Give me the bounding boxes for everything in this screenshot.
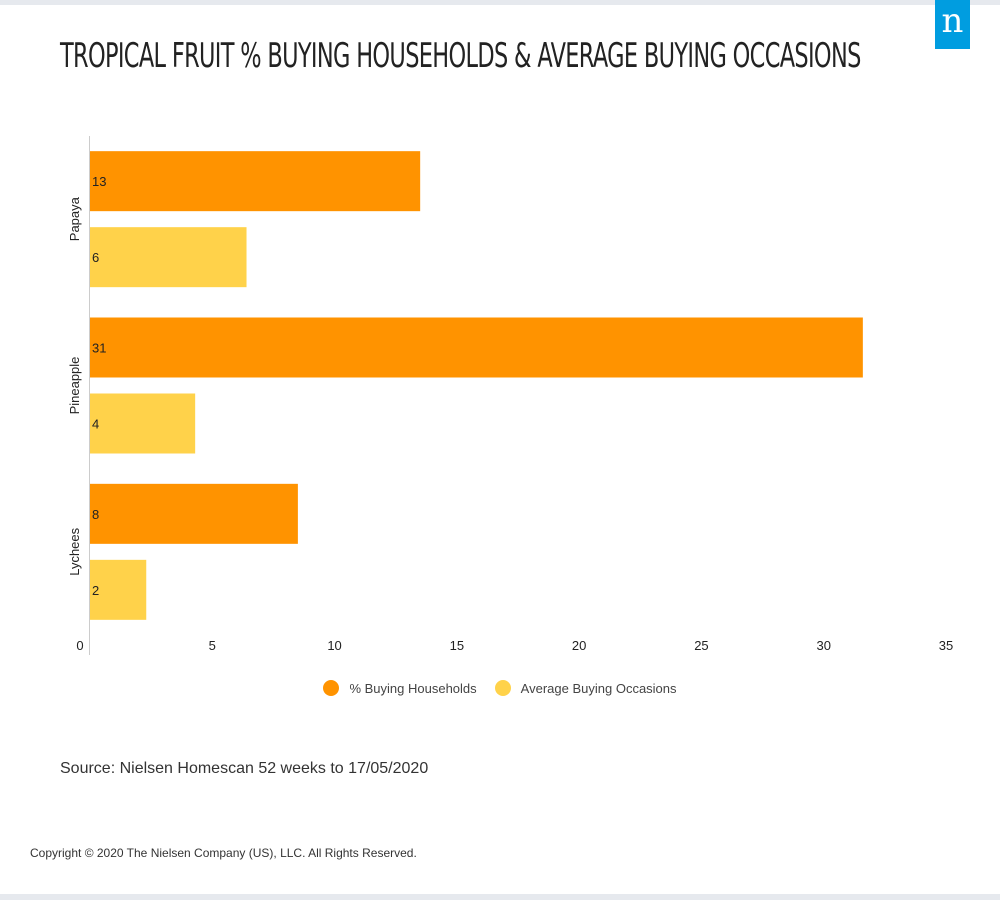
category-label-pineapple: Pineapple — [67, 357, 82, 415]
bar-lychees-occasions — [90, 559, 147, 620]
bar-pineapple-households — [90, 317, 863, 378]
bar-lychees-households — [90, 483, 298, 544]
legend-label-occasions: Average Buying Occasions — [520, 680, 677, 696]
category-label-lychees: Lychees — [67, 527, 82, 575]
legend-swatch-households — [323, 680, 340, 696]
data-label-papaya-occasions: 6 — [92, 250, 99, 265]
bar-chart: 13 6 Papaya 31 4 Pineapple 8 2 Lychees 0 5 10 15 20 25… — [67, 136, 953, 655]
data-label-papaya-households: 13 — [92, 174, 106, 189]
legend-label-households: % Buying Households — [349, 680, 477, 696]
category-label-papaya: Papaya — [67, 196, 82, 241]
page-title: TROPICAL FRUIT % BUYING HOUSEHOLDS & AVE… — [60, 36, 861, 76]
legend-item-occasions[interactable]: Average Buying Occasions — [494, 680, 677, 696]
nielsen-logo: n — [935, 0, 970, 49]
x-tick-label-35: 35 — [939, 638, 953, 653]
data-label-pineapple-households: 31 — [92, 341, 106, 356]
top-band — [0, 0, 1000, 5]
legend-swatch-occasions — [494, 680, 511, 696]
data-label-pineapple-occasions: 4 — [92, 417, 99, 432]
x-tick-label-20: 20 — [572, 638, 586, 653]
bar-papaya-occasions — [90, 227, 247, 288]
copyright-note: Copyright © 2020 The Nielsen Company (US… — [30, 846, 417, 860]
source-note: Source: Nielsen Homescan 52 weeks to 17/… — [60, 760, 429, 777]
data-label-lychees-households: 8 — [92, 507, 99, 522]
x-tick-label-10: 10 — [327, 638, 341, 653]
data-label-lychees-occasions: 2 — [92, 583, 99, 598]
bottom-band — [0, 894, 1000, 900]
bar-papaya-households — [90, 151, 421, 212]
legend-item-households[interactable]: % Buying Households — [323, 680, 477, 696]
x-tick-label-30: 30 — [816, 638, 830, 653]
x-tick-label-0: 0 — [76, 638, 83, 653]
x-tick-label-15: 15 — [450, 638, 464, 653]
x-tick-label-25: 25 — [694, 638, 708, 653]
chart-legend: % Buying Households Average Buying Occas… — [0, 678, 1000, 698]
bar-pineapple-occasions — [90, 393, 196, 454]
x-tick-label-5: 5 — [209, 638, 216, 653]
